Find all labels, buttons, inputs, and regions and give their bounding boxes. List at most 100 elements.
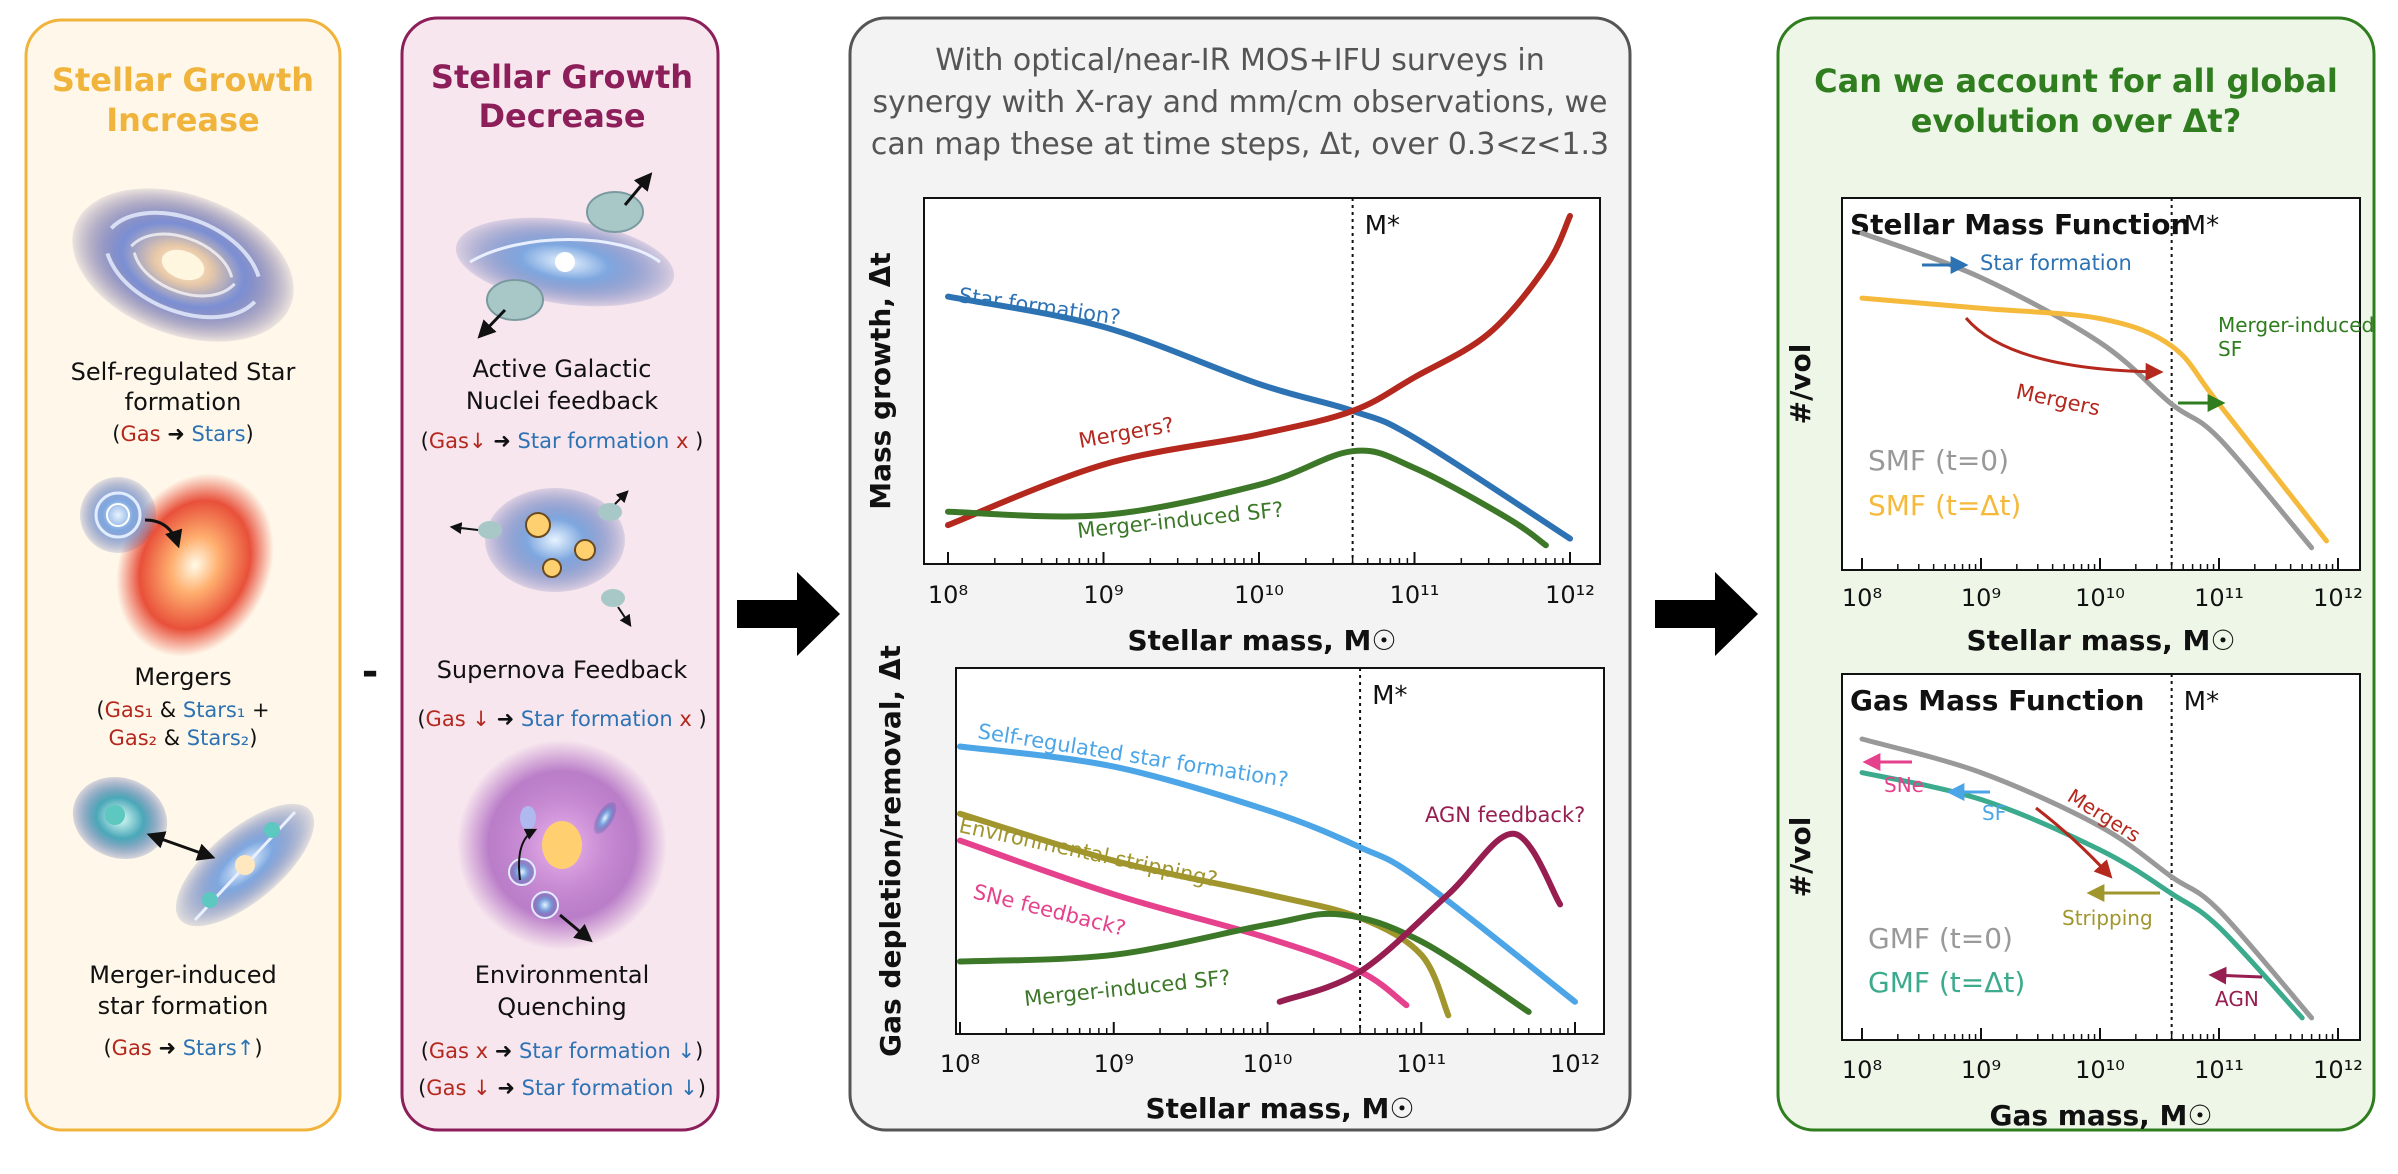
panel-stellar-growth-decrease: Stellar Growth Decrease Active Galactic … (400, 16, 720, 1132)
plot-frame (1841, 197, 2361, 571)
panel-global-evolution: Can we account for all global evolution … (1776, 16, 2376, 1132)
p1-item1-eq: (Gas ➜ Stars) (112, 422, 253, 446)
panel1-title-line1: Stellar Growth (52, 61, 314, 99)
p1-item2-eq2: Gas₂ & Stars₂) (109, 726, 258, 750)
panel4-title-line1: Can we account for all global (1814, 62, 2338, 100)
merger-induced-galaxies-icon (72, 776, 315, 927)
p2-item3-label-1: Environmental (475, 961, 650, 989)
p1-item3-eq: (Gas ➜ Stars↑) (103, 1036, 262, 1060)
annotation-arrow (2035, 806, 2113, 879)
annotation-label: SNe (1884, 773, 1924, 797)
y-axis-label: Gas depletion/removal, Δt (874, 645, 907, 1057)
x-axis-label: Stellar mass, M☉ (1967, 624, 2236, 657)
series-line-star-formation- (945, 293, 1573, 542)
chart-gas-mass-function: 10⁸ 10⁹ 10¹⁰ 10¹¹ 10¹² M* Gas mass, M☉ #/vol Gas… (1784, 673, 2363, 1132)
x-tick-label: 10⁹ (1083, 581, 1123, 609)
eq-segment: Stars₂ (187, 726, 249, 750)
p1-item1-label-1: Self-regulated Star (71, 358, 296, 386)
panel4-title-line2: evolution over Δt? (1911, 102, 2242, 140)
cluster-environment-icon (457, 740, 667, 950)
panel1-title-line2: Increase (106, 101, 259, 139)
p1-item3-label-1: Merger-induced (89, 961, 276, 989)
p2-item3-eq2: (Gas ↓ ➜ Star formation ↓) (418, 1076, 706, 1100)
x-tick-label: 10¹² (1545, 581, 1595, 609)
x-tick-label: 10¹¹ (2194, 1056, 2244, 1084)
p2-item3-label-2: Quenching (497, 993, 627, 1021)
flow-arrow-2 (1655, 572, 1758, 656)
eq-segment: ➜ (161, 422, 192, 446)
eq-segment: Gas↓ (429, 429, 487, 453)
x-axis-label: Gas mass, M☉ (1989, 1099, 2212, 1132)
panel-stellar-growth-increase: Stellar Growth Increase Self-regulated S… (24, 18, 342, 1132)
legend-entry: GMF (t=Δt) (1868, 966, 2025, 999)
x-tick-label: 10¹² (1550, 1050, 1600, 1078)
eq-segment: Star formation (521, 707, 673, 731)
eq-segment: & (153, 698, 183, 722)
series-line-mergers- (945, 213, 1573, 529)
eq-segment: ( (418, 1076, 426, 1100)
mstar-label: M* (2184, 211, 2219, 241)
spiral-galaxy-icon (72, 188, 294, 342)
eq-segment: ➜ (487, 429, 518, 453)
mstar-label: M* (1372, 681, 1407, 711)
x-tick-label: 10⁹ (1961, 1056, 2001, 1084)
p2-item2-eq: (Gas ↓ ➜ Star formation x ) (417, 707, 706, 731)
eq-segment: ) (254, 1036, 262, 1060)
x-axis-label: Stellar mass, M☉ (1146, 1092, 1415, 1125)
panel3-title-line2: synergy with X-ray and mm/cm observation… (873, 85, 1608, 120)
x-tick-label: 10¹⁰ (2075, 1056, 2125, 1084)
panel-mapping-charts: With optical/near-IR MOS+IFU surveys in … (848, 16, 1632, 1132)
series-line-self-regulated-star-formation- (957, 743, 1578, 1005)
chart-stellar-mass-function: 10⁸ 10⁹ 10¹⁰ 10¹¹ 10¹² M* Stellar mass, M☉ #/vo… (1784, 197, 2374, 657)
eq-segment: & (157, 726, 187, 750)
eq-segment: ( (96, 698, 104, 722)
eq-segment: ( (103, 1036, 111, 1060)
series-line-smf-t-t- (1859, 295, 2329, 544)
eq-segment: Gas₂ (109, 726, 158, 750)
panel3-title-line1: With optical/near-IR MOS+IFU surveys in (935, 43, 1545, 78)
p2-item2-label: Supernova Feedback (437, 656, 688, 684)
series-line-merger-induced-sf- (945, 447, 1549, 549)
legend-entry: SMF (t=0) (1868, 444, 2009, 477)
eq-segment: Gas (112, 1036, 152, 1060)
annotation-label: AGN (2215, 987, 2259, 1011)
eq-segment: ) (692, 707, 707, 731)
eq-segment: ) (695, 1039, 703, 1063)
legend-entry: GMF (t=0) (1868, 922, 2013, 955)
mstar-label: M* (1365, 211, 1400, 241)
eq-segment: Gas ↓ (426, 1076, 490, 1100)
series-line-gmf-t-0- (1859, 736, 2315, 1021)
eq-segment: ) (688, 429, 703, 453)
eq-segment: + (245, 698, 269, 722)
eq-segment: Gas (120, 422, 160, 446)
eq-segment: Star formation (518, 429, 670, 453)
chart-title: Stellar Mass Function (1850, 208, 2190, 241)
p1-item3-label-2: star formation (98, 992, 269, 1020)
chart-gas-depletion: 10⁸ 10⁹ 10¹⁰ 10¹¹ 10¹² M* Stellar mass, M☉ Gas … (874, 645, 1605, 1125)
eq-segment: ) (246, 422, 254, 446)
panel2-title-line1: Stellar Growth (431, 58, 693, 96)
x-tick-label: 10¹⁰ (1234, 581, 1284, 609)
agn-galaxy-icon (455, 172, 675, 339)
eq-segment: ➜ (490, 707, 521, 731)
x-tick-label: 10⁹ (1961, 584, 2001, 612)
panel3-title-line3: can map these at time steps, Δt, over 0.… (871, 127, 1609, 162)
p2-item1-label-2: Nuclei feedback (466, 387, 658, 415)
x-tick-label: 10¹² (2313, 584, 2363, 612)
minus-sign: - (362, 649, 379, 695)
x-tick-label: 10⁸ (940, 1050, 980, 1078)
p2-item1-label-1: Active Galactic (472, 355, 651, 383)
eq-segment: Gas₁ (105, 698, 154, 722)
eq-segment: Stars (192, 422, 246, 446)
x-tick-label: 10¹⁰ (1243, 1050, 1293, 1078)
x-tick-label: 10⁸ (928, 581, 968, 609)
x-tick-label: 10¹¹ (1396, 1050, 1446, 1078)
p1-item2-eq: (Gas₁ & Stars₁ + (96, 698, 269, 722)
eq-segment: ➜ (488, 1039, 519, 1063)
legend-entry: SMF (t=Δt) (1868, 489, 2021, 522)
annotation-line: Merger-induced (2218, 313, 2374, 337)
y-axis-label: Mass growth, Δt (864, 252, 897, 510)
plot-frame (955, 667, 1605, 1035)
eq-segment: Star formation ↓ (522, 1076, 698, 1100)
eq-segment: ( (112, 422, 120, 446)
